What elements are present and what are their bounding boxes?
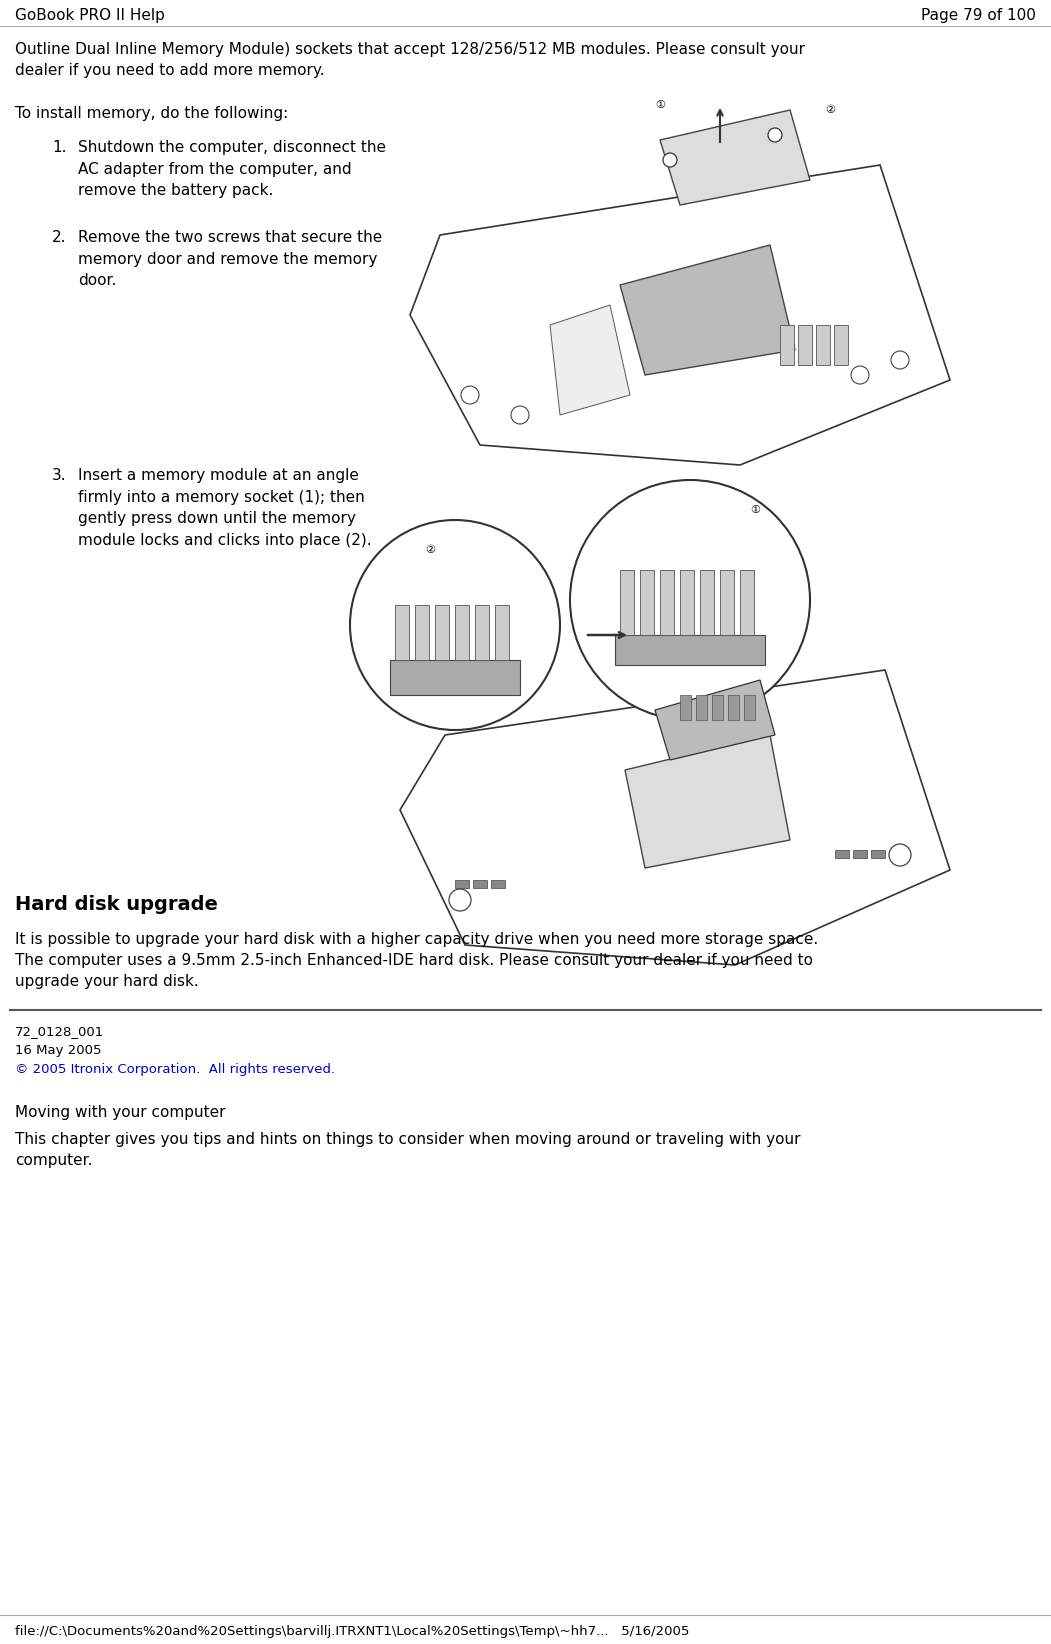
Text: 2.: 2. bbox=[51, 230, 66, 245]
Bar bbox=[680, 570, 694, 635]
Circle shape bbox=[889, 843, 911, 866]
Text: Moving with your computer: Moving with your computer bbox=[15, 1105, 226, 1120]
Bar bbox=[700, 570, 714, 635]
Bar bbox=[475, 605, 489, 659]
Text: Shutdown the computer, disconnect the
AC adapter from the computer, and
remove t: Shutdown the computer, disconnect the AC… bbox=[78, 140, 386, 199]
Bar bbox=[455, 605, 469, 659]
Text: Hard disk upgrade: Hard disk upgrade bbox=[15, 894, 218, 914]
Text: Insert a memory module at an angle
firmly into a memory socket (1); then
gently : Insert a memory module at an angle firml… bbox=[78, 469, 372, 547]
Text: Page 79 of 100: Page 79 of 100 bbox=[921, 8, 1036, 23]
Bar bbox=[744, 695, 755, 720]
Bar bbox=[740, 570, 754, 635]
Bar bbox=[680, 695, 691, 720]
Text: ①: ① bbox=[750, 505, 760, 515]
Bar bbox=[491, 880, 504, 888]
Bar bbox=[455, 880, 469, 888]
Polygon shape bbox=[410, 164, 950, 465]
Circle shape bbox=[663, 153, 677, 168]
Circle shape bbox=[461, 386, 479, 404]
Polygon shape bbox=[620, 245, 795, 375]
Text: © 2005 Itronix Corporation.  All rights reserved.: © 2005 Itronix Corporation. All rights r… bbox=[15, 1064, 335, 1077]
Text: ①: ① bbox=[655, 100, 665, 110]
Circle shape bbox=[851, 367, 869, 385]
Text: 3.: 3. bbox=[51, 469, 66, 483]
Circle shape bbox=[511, 406, 529, 424]
Polygon shape bbox=[550, 306, 630, 414]
Bar bbox=[640, 570, 654, 635]
Text: 72_0128_001: 72_0128_001 bbox=[15, 1024, 104, 1037]
Bar bbox=[415, 605, 429, 659]
Bar bbox=[620, 570, 634, 635]
Bar bbox=[473, 880, 487, 888]
Bar bbox=[871, 850, 885, 858]
Circle shape bbox=[570, 480, 810, 720]
Text: ②: ② bbox=[425, 546, 435, 556]
Bar bbox=[780, 326, 794, 365]
Bar bbox=[834, 850, 849, 858]
Circle shape bbox=[891, 352, 909, 368]
Bar bbox=[696, 695, 707, 720]
Bar bbox=[816, 326, 830, 365]
Text: file://C:\Documents%20and%20Settings\barvillj.ITRXNT1\Local%20Settings\Temp\~hh7: file://C:\Documents%20and%20Settings\bar… bbox=[15, 1624, 689, 1637]
Bar bbox=[798, 326, 812, 365]
Text: To install memory, do the following:: To install memory, do the following: bbox=[15, 105, 288, 122]
Bar bbox=[853, 850, 867, 858]
Bar bbox=[834, 326, 848, 365]
Polygon shape bbox=[660, 110, 810, 206]
Text: 16 May 2005: 16 May 2005 bbox=[15, 1044, 102, 1057]
Text: ②: ② bbox=[825, 105, 834, 115]
Bar bbox=[728, 695, 739, 720]
Bar bbox=[435, 605, 449, 659]
Bar bbox=[395, 605, 409, 659]
Circle shape bbox=[768, 128, 782, 141]
Bar bbox=[712, 695, 723, 720]
Text: It is possible to upgrade your hard disk with a higher capacity drive when you n: It is possible to upgrade your hard disk… bbox=[15, 932, 819, 990]
Bar bbox=[660, 570, 674, 635]
Circle shape bbox=[350, 520, 560, 730]
Bar bbox=[615, 635, 765, 666]
Text: This chapter gives you tips and hints on things to consider when moving around o: This chapter gives you tips and hints on… bbox=[15, 1133, 801, 1167]
Text: 1.: 1. bbox=[51, 140, 66, 155]
Bar bbox=[495, 605, 509, 659]
Text: Outline Dual Inline Memory Module) sockets that accept 128/256/512 MB modules. P: Outline Dual Inline Memory Module) socke… bbox=[15, 43, 805, 77]
Polygon shape bbox=[655, 681, 775, 760]
Text: Remove the two screws that secure the
memory door and remove the memory
door.: Remove the two screws that secure the me… bbox=[78, 230, 383, 288]
Circle shape bbox=[449, 889, 471, 911]
Polygon shape bbox=[625, 735, 790, 868]
Text: GoBook PRO II Help: GoBook PRO II Help bbox=[15, 8, 165, 23]
Bar bbox=[720, 570, 734, 635]
Bar bbox=[390, 659, 520, 695]
Polygon shape bbox=[400, 671, 950, 965]
